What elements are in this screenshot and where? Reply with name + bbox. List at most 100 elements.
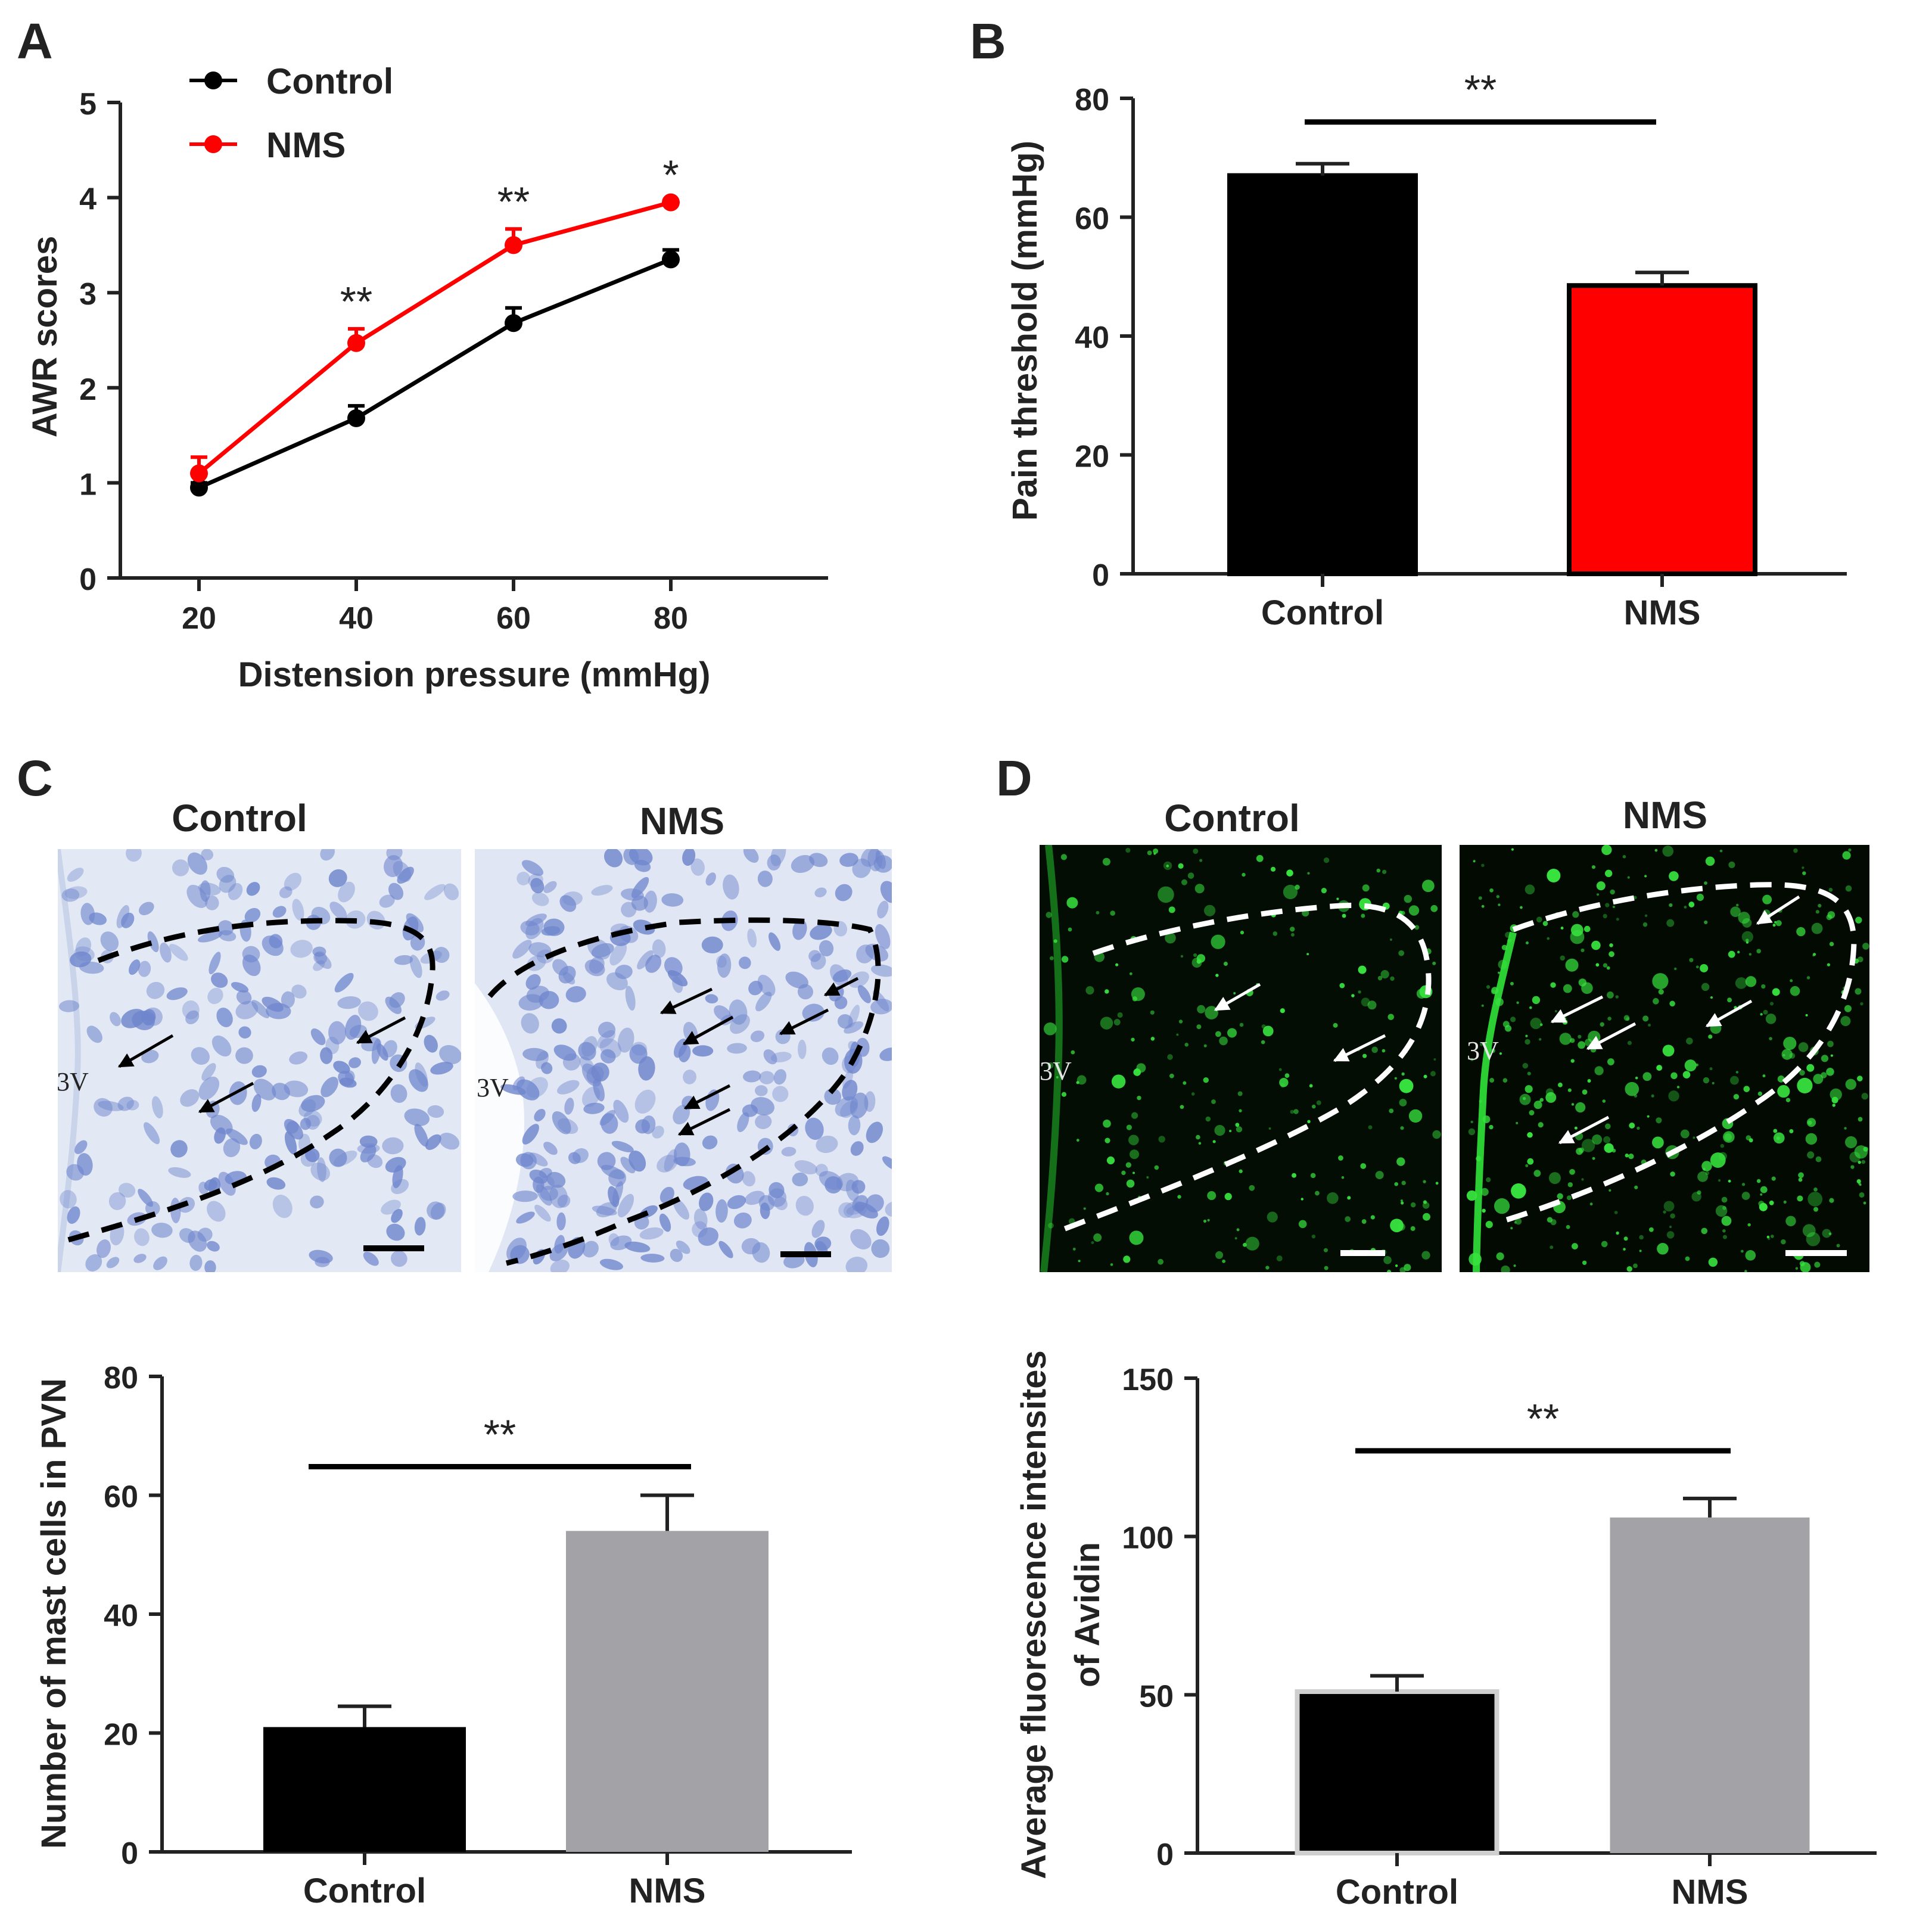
fluorescent-puncta [1501, 1265, 1510, 1272]
fluorescent-puncta [1603, 1136, 1611, 1143]
fluorescent-puncta [1770, 1235, 1774, 1238]
fluorescent-puncta [1700, 963, 1709, 972]
mast-cell-arrow [683, 1084, 731, 1110]
fluorescent-puncta [1651, 1094, 1654, 1098]
fluorescent-puncta [1701, 1227, 1708, 1235]
fluorescent-puncta [1262, 1025, 1274, 1037]
stained-cell [755, 991, 772, 1012]
y-tick-label: 20 [104, 1718, 138, 1752]
chart-c-mast-cells-bar-chart: 0 20 40 60 80 Control NMS ** Number of mast cel… [35, 1361, 852, 1910]
stained-cell [144, 1122, 160, 1145]
fluorescent-puncta [1554, 1010, 1557, 1013]
fluorescent-puncta [1756, 949, 1761, 954]
stained-cell [386, 1223, 405, 1241]
fluorescent-puncta [1802, 871, 1806, 875]
stained-cell [138, 902, 154, 915]
fluorescent-puncta [1491, 1048, 1495, 1053]
stained-cell [329, 902, 347, 920]
fluorescent-puncta [1741, 931, 1753, 943]
stained-cell [388, 882, 404, 900]
fluorescent-puncta [1704, 920, 1708, 925]
stained-cell [393, 860, 412, 882]
stained-cell [189, 1254, 203, 1271]
fluorescent-puncta [1669, 871, 1679, 881]
fluorescent-puncta [1721, 1216, 1732, 1226]
panel-c-nms-title: NMS [640, 800, 724, 843]
fluorescent-puncta [1855, 988, 1862, 995]
fluorescent-puncta [1166, 865, 1169, 868]
stained-cell [223, 1138, 241, 1158]
fluorescent-puncta [1499, 1052, 1502, 1055]
fluorescent-puncta [1745, 976, 1757, 987]
fluorescent-puncta [1321, 888, 1327, 894]
stained-cell [207, 987, 223, 1005]
fluorescent-puncta [1747, 1223, 1751, 1227]
nms-bar [566, 1531, 769, 1852]
stained-cell [522, 1124, 539, 1145]
stained-cell [816, 1135, 838, 1154]
stained-cell [169, 944, 188, 961]
stained-cell [600, 1049, 616, 1064]
fluorescent-puncta [1177, 1195, 1181, 1199]
fluorescent-puncta [1861, 1160, 1866, 1164]
chart-a-axes [119, 102, 828, 580]
fluorescent-puncta [1421, 1251, 1430, 1260]
fluorescent-puncta [1068, 927, 1072, 932]
y-tick-label: 40 [1075, 321, 1109, 355]
stained-cell [723, 874, 739, 900]
stained-cell [682, 849, 696, 866]
stained-cell [781, 1146, 797, 1157]
fluorescent-puncta [1581, 1139, 1595, 1152]
y-tick-label: 80 [104, 1361, 138, 1395]
fluorescent-puncta [1591, 865, 1596, 869]
stained-cell [383, 855, 403, 877]
fluorescent-puncta [1756, 1179, 1761, 1183]
stained-cell [757, 974, 776, 997]
stained-cell [631, 1042, 648, 1056]
ventricle-space [475, 983, 524, 1272]
stained-cell [701, 936, 723, 954]
stained-cell [727, 1043, 747, 1054]
fluorescent-puncta [1704, 881, 1707, 885]
stained-cell [64, 886, 88, 899]
fluorescent-puncta [1802, 1224, 1816, 1238]
stained-cell [207, 1241, 220, 1252]
fluorescent-puncta [1807, 1192, 1823, 1207]
fluorescent-puncta [1742, 918, 1752, 928]
stained-cell [546, 1171, 566, 1188]
fluorescent-puncta [1066, 897, 1078, 909]
stained-cell [718, 1241, 733, 1258]
fluorescent-puncta [1857, 1075, 1863, 1081]
stained-cell [186, 884, 208, 908]
fluorescent-puncta [1609, 943, 1613, 947]
stained-cell [534, 1204, 551, 1222]
fluorescent-puncta [1256, 854, 1264, 862]
fluorescent-puncta [1656, 1065, 1663, 1071]
stained-cell [528, 942, 552, 958]
fluorescent-puncta [1715, 1205, 1728, 1217]
fluorescent-puncta [1525, 1085, 1533, 1093]
fluorescent-puncta [1805, 1014, 1808, 1017]
fluorescent-puncta [1105, 1137, 1110, 1143]
fluorescent-puncta [1547, 937, 1550, 940]
chart-c-y-label: Number of mast cells in PVN [35, 1378, 73, 1849]
fluorescent-puncta [1658, 989, 1664, 995]
fluorescent-puncta [1582, 1089, 1588, 1095]
fluorescent-puncta [1662, 1045, 1675, 1057]
fluorescent-puncta [1572, 911, 1579, 918]
fluorescent-puncta [1745, 1250, 1756, 1261]
stained-cell [785, 971, 808, 989]
stained-cell [699, 1192, 714, 1211]
stained-cell [676, 1240, 690, 1254]
fluorescent-puncta [1338, 1155, 1343, 1161]
fluorescent-puncta [1167, 1054, 1173, 1060]
y-tick-label: 150 [1122, 1363, 1174, 1397]
fluorescent-puncta [1811, 922, 1823, 934]
fluorescent-puncta [1813, 1207, 1819, 1212]
fluorescent-puncta [1404, 894, 1413, 903]
fluorescent-puncta [1720, 1143, 1725, 1148]
stained-cell [86, 1025, 102, 1043]
stained-cell [310, 1162, 331, 1181]
fluorescent-puncta [1775, 920, 1782, 927]
control-series-line [198, 257, 672, 490]
